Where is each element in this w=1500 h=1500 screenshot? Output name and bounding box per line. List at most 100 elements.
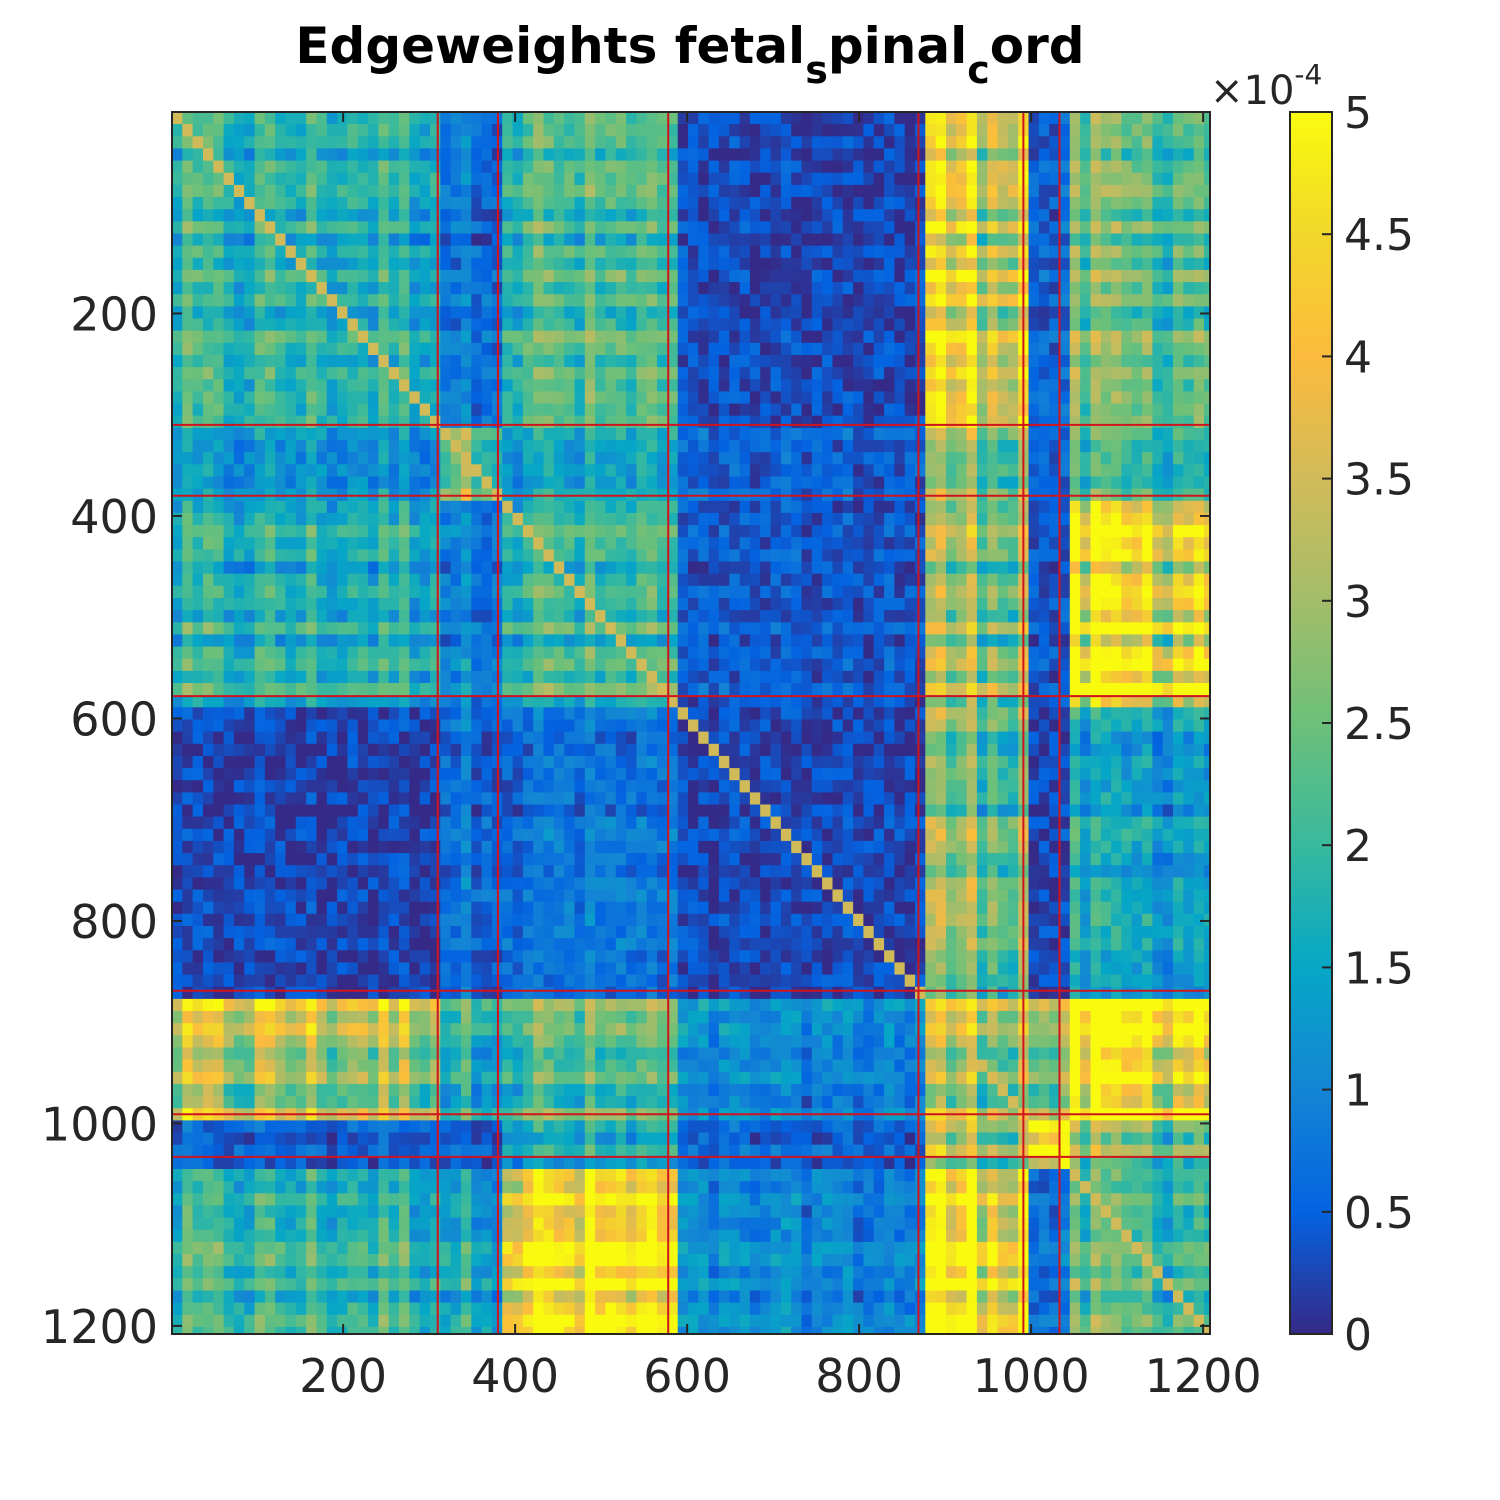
heatmap-cell [553, 573, 565, 587]
heatmap-cell [584, 415, 596, 429]
heatmap-cell [326, 245, 338, 259]
heatmap-cell [925, 549, 937, 563]
heatmap-cell [1142, 355, 1154, 368]
heatmap-cell [481, 148, 493, 162]
heatmap-cell [1080, 318, 1092, 332]
heatmap-cell [729, 658, 741, 672]
heatmap-cell [450, 221, 462, 235]
heatmap-cell [275, 573, 287, 587]
heatmap-cell [316, 136, 328, 150]
heatmap-cell [884, 355, 896, 368]
heatmap-cell [233, 233, 245, 247]
heatmap-cell [203, 306, 214, 320]
heatmap-cell [522, 403, 534, 417]
heatmap-cell [203, 112, 214, 125]
heatmap-cell [987, 549, 999, 563]
heatmap-cell [1038, 500, 1050, 514]
heatmap-cell [708, 537, 720, 550]
heatmap-cell [461, 634, 472, 648]
heatmap-cell [285, 415, 297, 429]
heatmap-cell [1038, 306, 1050, 320]
heatmap-cell [264, 622, 276, 636]
heatmap-cell [1193, 391, 1205, 405]
heatmap-cell [636, 512, 648, 526]
heatmap-cell [543, 269, 555, 283]
heatmap-cell [873, 330, 885, 344]
heatmap-cell [182, 622, 194, 636]
heatmap-cell [1028, 670, 1040, 684]
heatmap-cell [233, 294, 245, 307]
heatmap-cell [636, 318, 648, 332]
heatmap-cell [502, 221, 514, 235]
heatmap-cell [409, 440, 421, 453]
heatmap-cell [244, 172, 256, 186]
heatmap-cell [192, 355, 204, 368]
heatmap-cell [976, 367, 988, 380]
heatmap-cell [461, 269, 472, 283]
heatmap-cell [956, 184, 968, 198]
heatmap-cell [770, 233, 782, 247]
heatmap-cell [357, 634, 369, 648]
heatmap-cell [533, 610, 545, 623]
heatmap-cell [543, 379, 555, 393]
heatmap-cell [450, 415, 462, 429]
heatmap-cell [966, 355, 978, 368]
heatmap-cell [223, 707, 235, 721]
heatmap-cell [966, 537, 978, 550]
heatmap-cell [760, 622, 772, 636]
heatmap-cell [1183, 440, 1195, 453]
heatmap-cell [894, 403, 906, 417]
heatmap-cell [946, 622, 957, 636]
heatmap-cell [853, 415, 865, 429]
heatmap-cell [295, 233, 307, 247]
heatmap-cell [1193, 464, 1205, 478]
heatmap-cell [337, 269, 349, 283]
heatmap-cell [306, 598, 318, 611]
heatmap-cell [749, 403, 761, 417]
heatmap-cell [430, 670, 441, 684]
heatmap-cell [863, 634, 875, 648]
heatmap-cell [1090, 367, 1102, 380]
heatmap-cell [1173, 403, 1184, 417]
heatmap-cell [801, 512, 813, 526]
heatmap-cell [832, 561, 844, 575]
heatmap-cell [543, 537, 555, 550]
heatmap-cell [894, 646, 906, 660]
heatmap-cell [1142, 525, 1154, 538]
heatmap-cell [749, 245, 761, 259]
heatmap-cell [1100, 561, 1112, 575]
heatmap-cell [326, 172, 338, 186]
heatmap-cell [636, 427, 648, 441]
heatmap-cell [533, 342, 545, 356]
heatmap-cell [233, 379, 245, 393]
heatmap-cell [172, 415, 183, 429]
heatmap-cell [233, 318, 245, 332]
heatmap-cell [657, 598, 668, 611]
heatmap-cell [708, 585, 720, 599]
heatmap-cell [739, 476, 751, 490]
heatmap-cell [306, 585, 318, 599]
heatmap-cell [615, 683, 627, 696]
heatmap-cell [636, 658, 648, 672]
heatmap-cell [904, 549, 916, 563]
heatmap-cell [822, 318, 834, 332]
heatmap-cell [1080, 427, 1092, 441]
heatmap-cell [264, 318, 276, 332]
heatmap-cell [337, 610, 349, 623]
heatmap-cell [213, 233, 225, 247]
heatmap-cell [533, 379, 545, 393]
heatmap-cell [512, 585, 524, 599]
heatmap-cell [368, 257, 380, 271]
heatmap-cell [688, 573, 699, 587]
heatmap-cell [502, 683, 514, 696]
heatmap-cell [688, 136, 699, 150]
heatmap-cell [822, 245, 834, 259]
heatmap-cell [801, 452, 813, 465]
heatmap-cell [233, 525, 245, 538]
heatmap-cell [832, 184, 844, 198]
heatmap-cell [1152, 683, 1164, 696]
heatmap-cell [997, 367, 1009, 380]
heatmap-cell [822, 549, 834, 563]
heatmap-cell [935, 367, 947, 380]
heatmap-cell [915, 512, 926, 526]
